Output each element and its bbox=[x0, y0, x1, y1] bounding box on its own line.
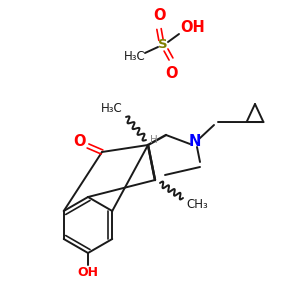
Text: O: O bbox=[153, 8, 165, 22]
Text: O: O bbox=[165, 65, 177, 80]
Text: H₃C: H₃C bbox=[124, 50, 146, 64]
Text: H: H bbox=[150, 135, 158, 145]
Text: H₃C: H₃C bbox=[101, 103, 123, 116]
Text: OH: OH bbox=[181, 20, 206, 35]
Text: O: O bbox=[74, 134, 86, 149]
Text: S: S bbox=[158, 38, 168, 52]
Text: N: N bbox=[189, 134, 201, 149]
Text: OH: OH bbox=[77, 266, 98, 280]
Text: CH₃: CH₃ bbox=[186, 197, 208, 211]
